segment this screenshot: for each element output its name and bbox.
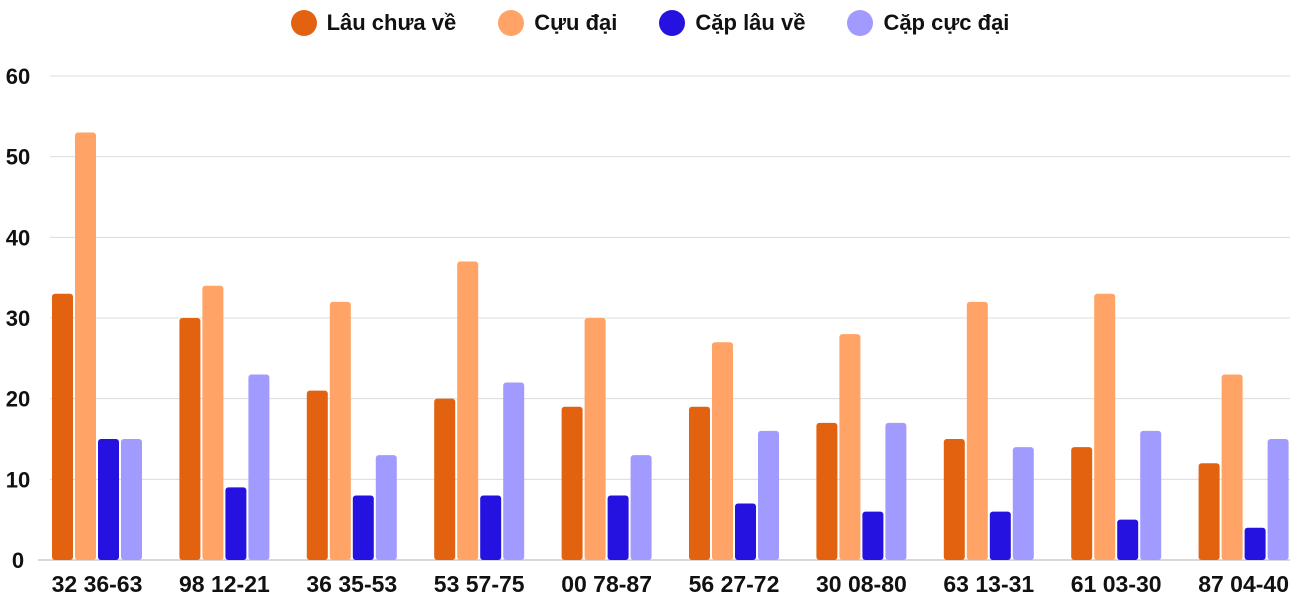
bar-3-1 [248, 374, 270, 560]
bar-1-7 [966, 301, 988, 560]
bar-0-7 [943, 439, 965, 560]
legend-swatch [659, 10, 686, 36]
y-tick-label: 60 [6, 64, 30, 89]
legend-swatch [290, 10, 317, 36]
bar-0-8 [1071, 447, 1093, 560]
bar-2-1 [225, 487, 247, 560]
bar-3-9 [1267, 439, 1289, 560]
y-tick-label: 10 [6, 467, 30, 492]
x-tick-label: 56 27-72 [689, 571, 780, 597]
legend-label: Cựu đại [534, 10, 618, 35]
x-tick-label: 61 03-30 [1071, 571, 1162, 597]
bar-3-3 [503, 382, 525, 560]
y-tick-label: 30 [6, 306, 30, 331]
legend: Lâu chưa về Cựu đại Cặp lâu về Cặp cực đại [0, 10, 1300, 36]
y-tick-label: 0 [12, 548, 24, 573]
legend-item[interactable]: Lâu chưa về [290, 10, 457, 36]
bar-0-3 [434, 398, 456, 560]
bar-3-5 [758, 430, 779, 560]
legend-item[interactable]: Cặp cực đại [847, 10, 1009, 36]
bar-1-1 [202, 285, 224, 560]
bar-0-4 [561, 406, 583, 560]
bar-2-8 [1117, 519, 1139, 560]
bar-1-4 [584, 318, 606, 560]
bar-2-2 [352, 495, 374, 560]
x-tick-label: 32 36-63 [52, 571, 143, 597]
x-tick-label: 98 12-21 [179, 571, 270, 597]
bar-3-6 [885, 422, 907, 560]
x-tick-label: 87 04-40 [1198, 571, 1289, 597]
bar-1-8 [1094, 293, 1116, 560]
legend-label: Cặp lâu về [695, 10, 806, 35]
x-tick-label: 36 35-53 [306, 571, 397, 597]
bar-1-9 [1221, 374, 1243, 560]
x-tick-label: 63 13-31 [943, 571, 1034, 597]
legend-swatch [847, 10, 874, 36]
bar-0-5 [689, 406, 710, 560]
x-tick-label: 30 08-80 [816, 571, 907, 597]
bar-0-0 [52, 293, 73, 560]
bar-3-4 [630, 455, 652, 560]
bar-1-0 [75, 132, 96, 560]
y-tick-label: 20 [6, 387, 30, 412]
bar-0-9 [1198, 463, 1220, 560]
bar-2-6 [862, 511, 884, 560]
x-tick-label: 00 78-87 [561, 571, 652, 597]
bar-2-9 [1244, 527, 1266, 560]
y-tick-label: 40 [6, 225, 30, 250]
bar-2-7 [989, 511, 1011, 560]
legend-swatch [498, 10, 525, 36]
bar-1-5 [712, 342, 733, 560]
bar-2-4 [607, 495, 629, 560]
bar-1-3 [457, 261, 479, 560]
legend-item[interactable]: Cựu đại [498, 10, 617, 36]
bar-3-0 [121, 439, 142, 560]
legend-label: Lâu chưa về [326, 10, 457, 35]
legend-label: Cặp cực đại [883, 10, 1010, 35]
bar-0-1 [179, 318, 201, 560]
bar-2-3 [480, 495, 502, 560]
bar-3-7 [1012, 447, 1034, 560]
bar-2-0 [98, 439, 119, 560]
bar-1-6 [839, 334, 861, 560]
bar-3-8 [1140, 430, 1162, 560]
bar-0-2 [306, 390, 328, 560]
bar-0-6 [816, 422, 838, 560]
x-tick-label: 53 57-75 [434, 571, 525, 597]
bar-1-2 [329, 301, 351, 560]
y-tick-label: 50 [6, 145, 30, 170]
legend-item[interactable]: Cặp lâu về [659, 10, 805, 36]
bar-2-5 [735, 503, 756, 560]
bar-3-2 [375, 455, 397, 560]
